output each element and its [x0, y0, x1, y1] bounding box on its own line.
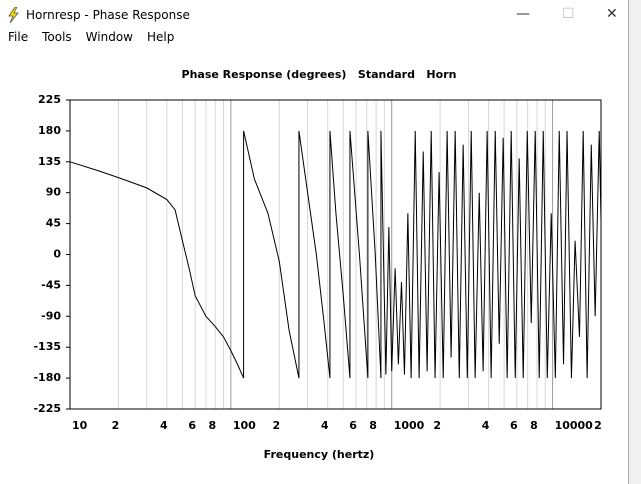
y-tick-label: -45 [41, 278, 61, 291]
chart-title: Phase Response (degrees) Standard Horn [182, 68, 457, 81]
menu-item[interactable]: File [8, 30, 29, 44]
y-tick-label: 135 [38, 155, 61, 168]
y-tick-label: -180 [33, 371, 61, 384]
x-tick-label: 6 [188, 419, 196, 432]
y-tick-label: -135 [33, 340, 61, 353]
x-tick-label: 2 [272, 419, 280, 432]
y-tick-label: 45 [46, 217, 61, 230]
y-tick-label: 225 [38, 93, 61, 106]
y-tick-label: -90 [41, 309, 61, 322]
x-tick-label: 8 [208, 419, 216, 432]
window-title: Hornresp - Phase Response [26, 8, 190, 22]
x-tick-label: 4 [160, 419, 168, 432]
menu-item[interactable]: Help [146, 30, 175, 44]
x-axis-label: Frequency (hertz) [264, 448, 375, 461]
x-tick-label: 10000 [555, 419, 594, 432]
x-tick-label: 8 [369, 419, 377, 432]
phase-line [69, 130, 602, 379]
menu-item[interactable]: Window [85, 30, 133, 44]
menu-item[interactable]: Tools [42, 30, 72, 44]
x-tick-label: 6 [510, 419, 518, 432]
x-tick-label: 100 [233, 419, 256, 432]
x-tick-label: 2 [594, 419, 602, 432]
x-tick-label: 4 [321, 419, 329, 432]
x-tick-label: 4 [482, 419, 490, 432]
menu-bar: File Tools Window Help [0, 30, 628, 48]
maximize-button[interactable]: ☐ [562, 6, 575, 22]
y-tick-label: 90 [46, 186, 62, 199]
x-tick-label: 6 [349, 419, 357, 432]
y-tick-label: 180 [38, 124, 61, 137]
y-tick-label: -225 [33, 402, 61, 415]
y-tick-label: 0 [53, 248, 61, 261]
x-tick-label: 10 [72, 419, 88, 432]
x-tick-label: 8 [530, 419, 538, 432]
app-icon [8, 7, 19, 23]
title-bar: Hornresp - Phase Response — ☐ ✕ [0, 0, 628, 30]
x-tick-label: 1000 [394, 419, 425, 432]
x-tick-label: 2 [433, 419, 441, 432]
plot-frame [69, 99, 602, 410]
chart: Phase Response (degrees) Standard Horn F… [0, 48, 628, 478]
minimize-button[interactable]: — [516, 6, 530, 22]
close-button[interactable]: ✕ [606, 6, 618, 22]
x-tick-label: 2 [112, 419, 120, 432]
